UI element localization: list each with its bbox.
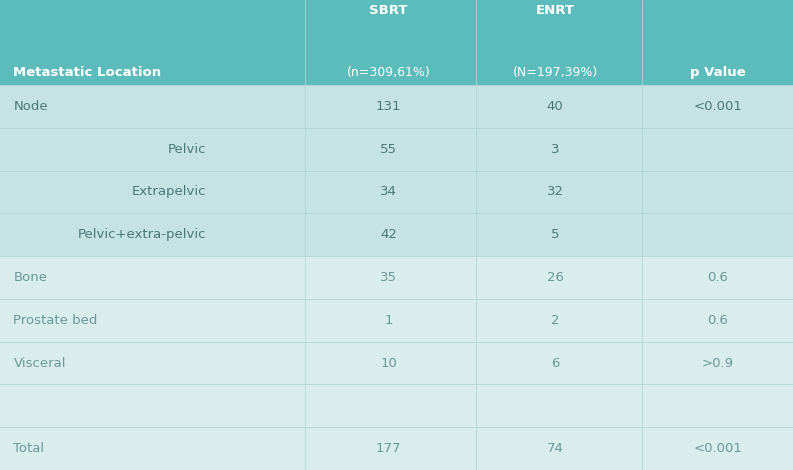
Text: p Value: p Value	[690, 66, 745, 79]
Text: 10: 10	[380, 357, 397, 369]
Text: <0.001: <0.001	[693, 100, 742, 113]
Text: 0.6: 0.6	[707, 271, 728, 284]
Text: 55: 55	[380, 143, 397, 156]
Text: 5: 5	[551, 228, 559, 241]
Text: >0.9: >0.9	[702, 357, 734, 369]
Text: 74: 74	[546, 442, 564, 455]
Text: Prostate bed: Prostate bed	[13, 314, 98, 327]
Text: 34: 34	[380, 186, 397, 198]
Text: Visceral: Visceral	[13, 357, 66, 369]
Text: Pelvic+extra-pelvic: Pelvic+extra-pelvic	[78, 228, 206, 241]
Text: 40: 40	[546, 100, 564, 113]
Text: 1: 1	[385, 314, 393, 327]
Bar	[0, 85, 793, 128]
Text: 2: 2	[551, 314, 559, 327]
Text: ENRT: ENRT	[535, 4, 575, 17]
Text: 131: 131	[376, 100, 401, 113]
Text: 6: 6	[551, 357, 559, 369]
Text: Node: Node	[13, 100, 48, 113]
Text: (n=309,61%): (n=309,61%)	[347, 66, 431, 79]
Text: 26: 26	[546, 271, 564, 284]
Bar	[0, 128, 793, 171]
Text: Total: Total	[13, 442, 44, 455]
Text: 0.6: 0.6	[707, 314, 728, 327]
Text: <0.001: <0.001	[693, 442, 742, 455]
Text: Bone: Bone	[13, 271, 48, 284]
Text: (N=197,39%): (N=197,39%)	[512, 66, 598, 79]
Text: Metastatic Location: Metastatic Location	[13, 66, 162, 79]
Text: 3: 3	[551, 143, 559, 156]
Text: 35: 35	[380, 271, 397, 284]
Text: 177: 177	[376, 442, 401, 455]
Text: SBRT: SBRT	[370, 4, 408, 17]
Text: Extrapelvic: Extrapelvic	[132, 186, 206, 198]
Bar	[0, 171, 793, 213]
Text: 32: 32	[546, 186, 564, 198]
Text: Pelvic: Pelvic	[167, 143, 206, 156]
Bar	[0, 213, 793, 256]
Bar	[0, 0, 793, 85]
Text: 42: 42	[380, 228, 397, 241]
